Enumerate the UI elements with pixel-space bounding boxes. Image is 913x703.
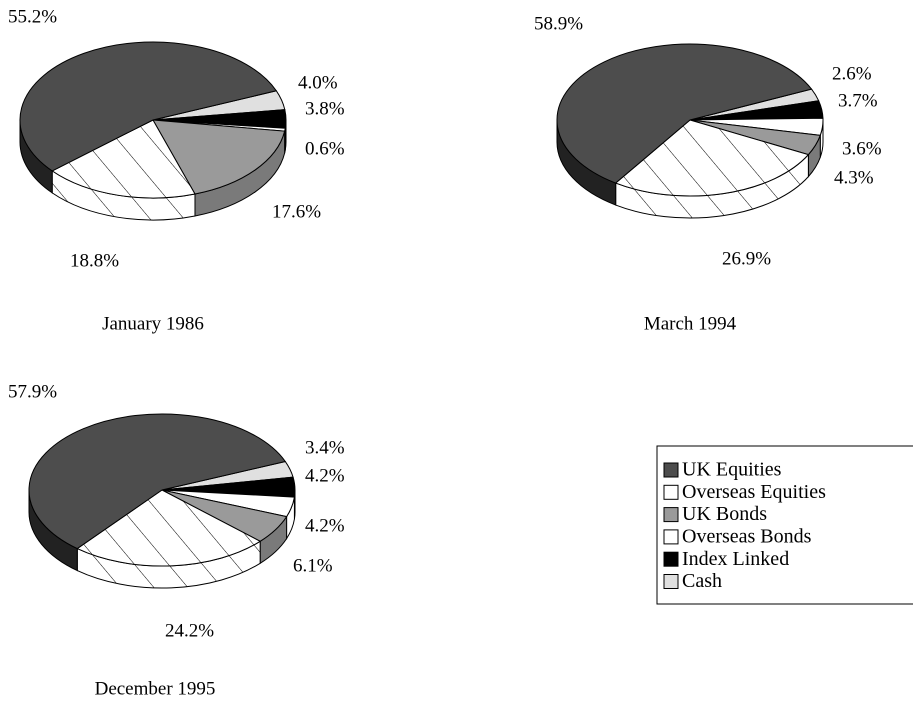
data-label: 26.9% — [722, 248, 771, 269]
data-label: 3.6% — [842, 138, 882, 159]
data-label: 55.2% — [8, 6, 57, 27]
legend-label: UK Equities — [682, 459, 782, 481]
data-label: 58.9% — [534, 13, 583, 34]
legend-swatch — [663, 574, 679, 589]
data-label: 3.7% — [838, 90, 878, 111]
data-label: 18.8% — [70, 250, 119, 271]
pie-slice — [152, 119, 286, 195]
chart-title: January 1986 — [102, 313, 204, 334]
data-label: 3.4% — [305, 437, 345, 458]
legend-box — [656, 445, 913, 605]
legend-swatch — [663, 551, 679, 567]
legend-swatch — [663, 484, 679, 500]
legend-label: Overseas Equities — [682, 481, 826, 503]
pie-chart: 58.9% 26.9% 4.3% 3.6% 3.7% 2.6% March 1994 — [534, 13, 882, 334]
legend-label: UK Bonds — [682, 503, 767, 525]
pie-slice — [19, 41, 278, 172]
legend-swatch — [663, 507, 679, 523]
legend-swatch — [663, 462, 679, 478]
legend-label: Cash — [682, 570, 722, 592]
data-label: 6.1% — [293, 555, 333, 576]
pie-chart: 55.2% 18.8% 17.6% 0.6% 3.8% 4.0% January 1986 — [8, 6, 345, 334]
legend-label: Overseas Bonds — [682, 525, 812, 547]
data-label: 17.6% — [272, 201, 321, 222]
data-label: 57.9% — [8, 381, 57, 402]
data-label: 4.2% — [305, 515, 345, 536]
data-label: 2.6% — [832, 63, 872, 84]
data-label: 4.0% — [298, 72, 338, 93]
pie-slice — [76, 489, 262, 567]
pie-chart: 57.9% 24.2% 6.1% 4.2% 4.2% 3.4% December 1995 — [8, 381, 345, 699]
data-label: 4.3% — [834, 167, 874, 188]
chart-title: March 1994 — [644, 313, 737, 334]
chart-title: December 1995 — [95, 678, 216, 699]
legend-swatch — [663, 529, 679, 545]
data-label: 0.6% — [305, 138, 345, 159]
pie-slice — [51, 119, 196, 199]
legend-label: Index Linked — [682, 548, 789, 570]
data-label: 3.8% — [305, 98, 345, 119]
pie-slice — [556, 43, 813, 184]
pie-slice — [614, 119, 810, 197]
data-label: 24.2% — [165, 620, 214, 641]
pie-slice — [28, 413, 287, 550]
data-label: 4.2% — [305, 465, 345, 486]
